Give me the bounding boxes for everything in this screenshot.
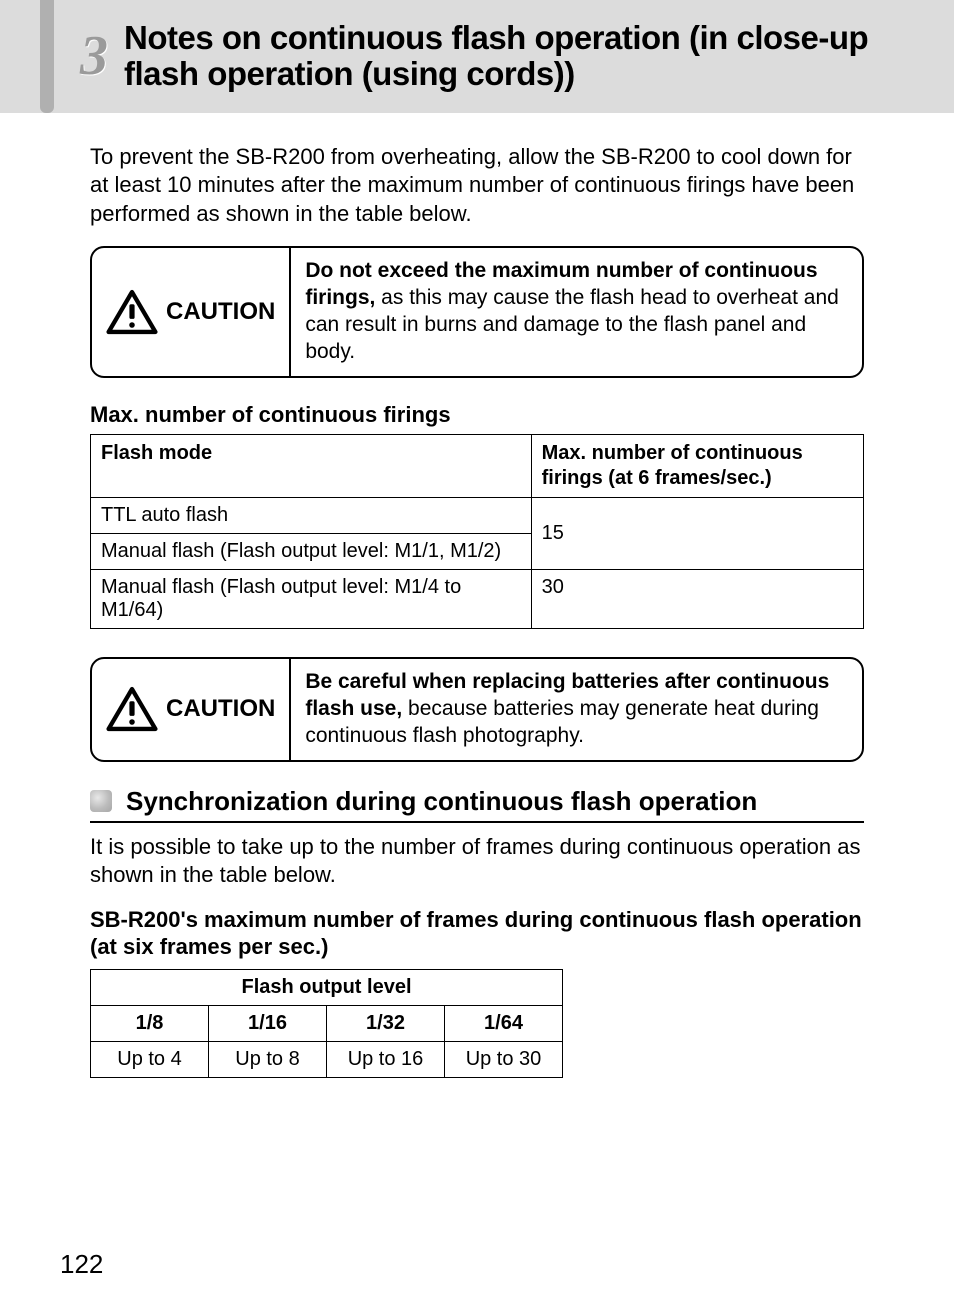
table-row: Manual flash (Flash output level: M1/4 t… xyxy=(91,569,864,628)
frames-value-cell: Up to 16 xyxy=(327,1041,445,1077)
firings-table-title: Max. number of continuous firings xyxy=(90,402,864,428)
caution-left-cell: CAUTION xyxy=(92,659,291,760)
caution-rest-text: as this may cause the flash head to over… xyxy=(305,286,838,363)
caution-box-battery: CAUTION Be careful when replacing batter… xyxy=(90,657,864,762)
firings-mode-cell: Manual flash (Flash output level: M1/4 t… xyxy=(91,569,532,628)
caution-box-overheat: CAUTION Do not exceed the maximum number… xyxy=(90,246,864,378)
firings-max-cell: 30 xyxy=(531,569,863,628)
warning-triangle-icon xyxy=(106,686,158,732)
section-heading-row: Synchronization during continuous flash … xyxy=(90,786,864,823)
caution-label: CAUTION xyxy=(166,298,275,326)
caution-text-battery: Be careful when replacing batteries afte… xyxy=(291,659,862,760)
frames-col-header: 1/8 xyxy=(91,1005,209,1041)
firings-mode-cell: TTL auto flash xyxy=(91,497,532,533)
page-title: Notes on continuous flash operation (in … xyxy=(124,20,894,93)
firings-col2-header: Max. number of continuous firings (at 6 … xyxy=(531,434,863,497)
frames-value-cell: Up to 4 xyxy=(91,1041,209,1077)
intro-paragraph: To prevent the SB-R200 from overheating,… xyxy=(90,143,864,229)
frames-col-header: 1/32 xyxy=(327,1005,445,1041)
caution-left-cell: CAUTION xyxy=(92,248,291,376)
firings-max-cell: 15 xyxy=(531,497,863,569)
frames-col-header: 1/16 xyxy=(209,1005,327,1041)
table-row: TTL auto flash 15 xyxy=(91,497,864,533)
frames-super-header: Flash output level xyxy=(91,969,563,1005)
frames-col-header: 1/64 xyxy=(445,1005,563,1041)
step-number: 3 xyxy=(80,28,108,84)
caution-text-overheat: Do not exceed the maximum number of cont… xyxy=(291,248,862,376)
frames-value-cell: Up to 30 xyxy=(445,1041,563,1077)
caution-label: CAUTION xyxy=(166,695,275,723)
section-body: It is possible to take up to the number … xyxy=(90,833,864,890)
frames-value-cell: Up to 8 xyxy=(209,1041,327,1077)
frames-table: Flash output level 1/8 1/16 1/32 1/64 Up… xyxy=(90,969,563,1078)
manual-page: 3 Notes on continuous flash operation (i… xyxy=(0,0,954,1314)
bullet-cube-icon xyxy=(90,790,112,812)
firings-col1-header: Flash mode xyxy=(91,434,532,497)
warning-triangle-icon xyxy=(106,289,158,335)
firings-mode-cell: Manual flash (Flash output level: M1/1, … xyxy=(91,533,532,569)
section-title: Synchronization during continuous flash … xyxy=(126,786,757,817)
frames-subhead: SB-R200's maximum number of frames durin… xyxy=(90,906,864,961)
firings-table: Flash mode Max. number of continuous fir… xyxy=(90,434,864,629)
page-number: 122 xyxy=(60,1249,103,1280)
table-row: Up to 4 Up to 8 Up to 16 Up to 30 xyxy=(91,1041,563,1077)
thumb-tab xyxy=(40,0,54,113)
page-header-bar: 3 Notes on continuous flash operation (i… xyxy=(0,0,954,113)
